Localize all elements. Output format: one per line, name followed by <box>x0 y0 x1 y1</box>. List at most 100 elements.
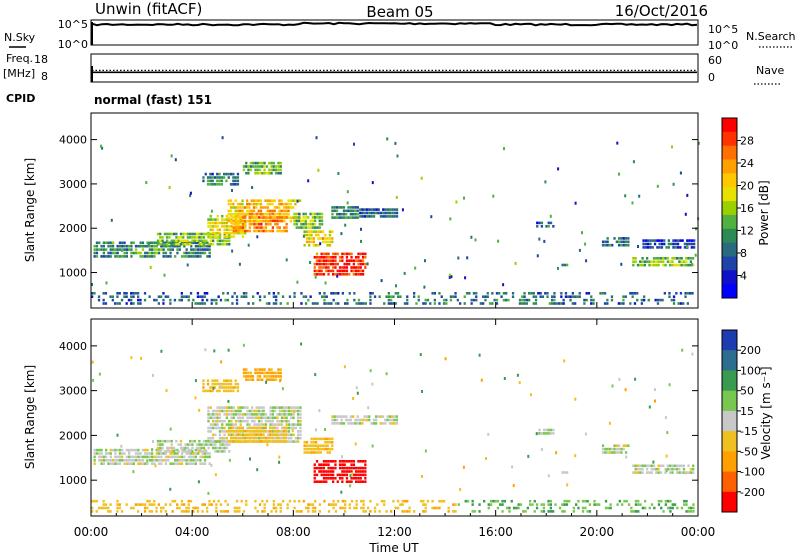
velocity-cell <box>341 506 344 510</box>
velocity-cell <box>348 503 351 506</box>
power-cell <box>275 206 279 209</box>
velocity-cell <box>170 450 173 453</box>
power-cell <box>307 222 310 226</box>
power-cell <box>277 168 280 172</box>
velocity-cell <box>229 426 233 430</box>
velocity-cell <box>365 415 369 418</box>
power-cell <box>232 172 235 176</box>
power-cell <box>518 298 522 302</box>
power-cell <box>319 230 322 233</box>
velocity-cell <box>243 440 246 443</box>
velocity-cell <box>637 503 640 506</box>
velocity-cell <box>234 423 238 426</box>
power-cell <box>636 292 639 295</box>
power-cell <box>102 298 105 302</box>
power-cell <box>348 292 351 295</box>
power-cell <box>177 236 180 239</box>
power-cell <box>241 231 245 235</box>
power-cell <box>359 262 362 266</box>
velocity-cell <box>379 422 382 425</box>
power-cell <box>390 302 393 305</box>
power-cell <box>227 219 230 223</box>
velocity-cell <box>225 443 229 446</box>
velocity-cell <box>290 440 293 443</box>
velocity-speckle <box>160 349 163 353</box>
power-cell <box>209 172 212 176</box>
velocity-cell <box>275 436 279 440</box>
power-cell <box>331 212 334 216</box>
velocity-cell <box>148 452 151 455</box>
velocity-cell <box>192 506 195 510</box>
velocity-cell <box>228 450 231 453</box>
velocity-cell <box>368 418 371 422</box>
velocity-speckle <box>511 465 514 469</box>
power-cell <box>232 216 235 219</box>
power-cell <box>234 179 237 183</box>
velocity-cell <box>255 406 258 409</box>
power-cell <box>454 292 457 295</box>
power-cell <box>146 241 149 245</box>
velocity-cell <box>303 451 306 454</box>
velocity-cell <box>533 499 536 503</box>
power-cell <box>369 302 372 305</box>
power-cell <box>295 222 298 226</box>
power-cell <box>363 208 366 211</box>
velocity-cell <box>111 462 115 465</box>
power-speckle <box>100 144 102 148</box>
velocity-cell <box>294 406 297 409</box>
velocity-cell <box>234 440 237 443</box>
power-cell <box>116 292 119 295</box>
power-cell <box>486 295 489 298</box>
power-cell <box>279 302 282 305</box>
power-cell <box>203 295 206 298</box>
velocity-cell <box>153 499 156 503</box>
velocity-cell <box>207 419 210 423</box>
velocity-cell <box>258 503 262 506</box>
power-cell <box>102 292 105 295</box>
velocity-cell <box>401 510 404 513</box>
power-cell <box>292 206 295 209</box>
power-cell <box>200 242 203 246</box>
power-cell <box>225 221 228 225</box>
power-cell <box>192 298 195 302</box>
velocity-cell <box>348 506 351 510</box>
power-cell <box>201 241 204 245</box>
velocity-cell <box>216 450 219 453</box>
power-speckle <box>466 256 469 260</box>
velocity-cell <box>167 455 170 459</box>
velocity-cell <box>285 429 288 433</box>
velocity-cell <box>185 510 188 513</box>
power-cell <box>232 231 235 235</box>
power-cell <box>169 255 172 258</box>
power-cell <box>371 292 374 295</box>
power-cell <box>690 242 693 246</box>
velocity-cell <box>254 371 257 375</box>
velocity-cell <box>294 426 297 430</box>
velocity-cell <box>352 415 355 418</box>
x-tick-label: 12:00 <box>377 525 412 539</box>
velocity-cell <box>685 510 688 513</box>
velocity-cell <box>246 423 249 426</box>
power-cell <box>431 292 434 295</box>
power-cell <box>211 218 215 221</box>
power-cell <box>335 212 339 216</box>
velocity-cell <box>139 459 142 462</box>
velocity-cell <box>317 444 320 447</box>
velocity-cell <box>496 506 500 510</box>
power-cell <box>622 302 625 305</box>
velocity-cell <box>294 409 297 413</box>
velocity-cell <box>269 429 272 433</box>
power-cell <box>175 242 178 246</box>
velocity-cell <box>307 510 310 513</box>
velocity-cell <box>370 422 373 425</box>
power-cell <box>313 273 316 276</box>
power-cell <box>547 221 550 225</box>
velocity-cell <box>501 503 504 506</box>
power-cell <box>355 273 358 276</box>
velocity-cell <box>118 503 121 506</box>
velocity-cell <box>264 413 268 416</box>
velocity-speckle <box>146 459 149 463</box>
power-cell <box>235 295 239 298</box>
velocity-cell <box>313 477 316 480</box>
velocity-cell <box>657 471 660 474</box>
